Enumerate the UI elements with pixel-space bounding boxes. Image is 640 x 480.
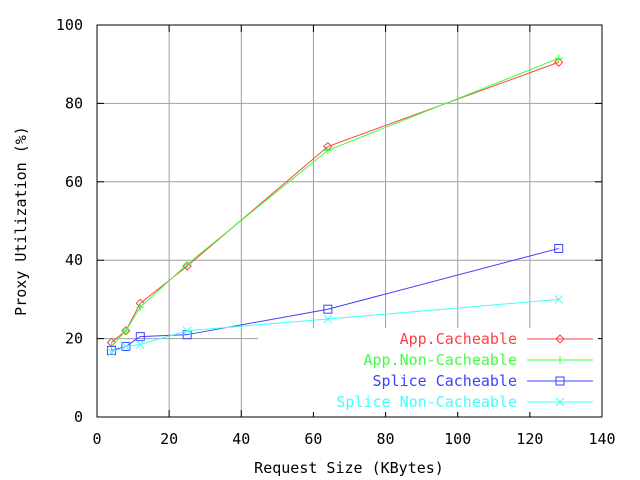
legend-label: Splice Cacheable xyxy=(373,372,518,390)
series-app-non-cacheable xyxy=(107,54,563,351)
x-tick-label: 40 xyxy=(232,430,250,448)
x-tick-label: 100 xyxy=(444,430,471,448)
y-tick-label: 0 xyxy=(74,408,83,426)
series-splice-non-cacheable xyxy=(107,295,564,357)
plus-marker xyxy=(556,356,564,364)
x-tick-label: 140 xyxy=(588,430,615,448)
legend-background xyxy=(258,328,598,412)
plot-frame xyxy=(96,24,603,418)
plus-marker xyxy=(136,303,145,312)
y-tick-label: 20 xyxy=(65,330,83,348)
x-marker xyxy=(555,397,565,407)
series-line xyxy=(111,298,559,353)
axis-ticks: 0 20 40 60 80 100 120 140 0 20 40 60 80 100 xyxy=(56,16,616,448)
legend-label: App.Non-Cacheable xyxy=(363,351,517,369)
plus-marker xyxy=(554,54,563,63)
y-tick-label: 60 xyxy=(65,173,83,191)
x-marker xyxy=(323,314,333,324)
x-marker xyxy=(121,342,131,351)
diamond-marker xyxy=(554,57,564,67)
x-tick-label: 0 xyxy=(92,430,101,448)
square-marker xyxy=(555,376,565,386)
x-tick-label: 60 xyxy=(304,430,322,448)
diamond-marker xyxy=(555,334,565,344)
diamond-marker xyxy=(182,261,192,271)
grid xyxy=(97,25,602,417)
x-axis-label: Request Size (KBytes) xyxy=(254,459,444,477)
square-marker xyxy=(135,332,145,342)
x-marker xyxy=(182,326,192,336)
square-marker xyxy=(323,304,333,314)
square-marker xyxy=(121,341,131,351)
series-line xyxy=(111,57,559,347)
diamond-marker xyxy=(323,141,333,152)
y-axis-label: Proxy Utilization (%) xyxy=(12,126,30,316)
plus-marker xyxy=(121,326,130,335)
legend: App.Cacheable App.Non-Cacheable Splice Cac… xyxy=(258,328,598,412)
x-marker xyxy=(554,295,564,304)
series-group xyxy=(106,54,564,357)
plus-marker xyxy=(323,146,332,155)
y-tick-label: 80 xyxy=(65,94,83,112)
plus-marker xyxy=(183,260,192,269)
y-tick-label: 100 xyxy=(56,16,83,34)
series-line xyxy=(111,61,559,343)
x-tick-label: 120 xyxy=(516,430,543,448)
x-marker xyxy=(107,347,116,357)
x-marker xyxy=(135,340,145,349)
legend-label: Splice Non-Cacheable xyxy=(336,393,517,411)
x-tick-label: 20 xyxy=(160,430,178,448)
x-tick-label: 80 xyxy=(377,430,395,448)
legend-label: App.Cacheable xyxy=(400,330,517,348)
y-tick-label: 40 xyxy=(65,251,83,269)
square-marker xyxy=(554,243,564,253)
series-app-cacheable xyxy=(106,57,564,348)
